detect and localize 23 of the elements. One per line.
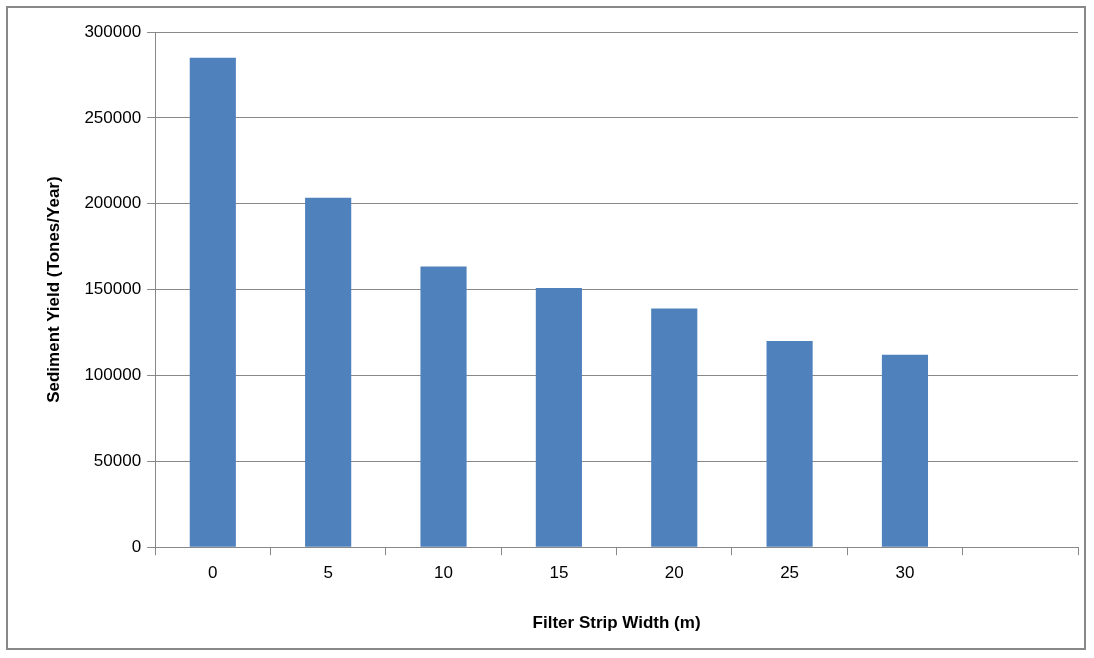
x-tick-label: 25 bbox=[780, 563, 800, 583]
x-tick-label: 30 bbox=[895, 563, 915, 583]
x-tick-label: 10 bbox=[434, 563, 453, 583]
y-tick-label: 300000 bbox=[84, 21, 142, 41]
bar bbox=[651, 308, 698, 547]
x-axis-title: Filter Strip Width (m) bbox=[532, 613, 701, 633]
bar bbox=[881, 354, 929, 547]
x-tick-label: 15 bbox=[549, 563, 569, 583]
y-tick-label: 50000 bbox=[93, 451, 142, 471]
y-tick-label: 250000 bbox=[84, 107, 142, 127]
x-tick-label: 20 bbox=[664, 563, 684, 583]
y-axis-title: Sediment Yield (Tones/Year) bbox=[43, 176, 63, 403]
bar bbox=[305, 197, 352, 547]
bar bbox=[420, 266, 467, 547]
y-tick-label: 0 bbox=[131, 536, 142, 556]
bar bbox=[535, 287, 582, 547]
bar bbox=[766, 341, 813, 547]
y-tick-label: 150000 bbox=[84, 279, 142, 299]
y-tick-label: 200000 bbox=[84, 193, 142, 213]
y-tick-label: 100000 bbox=[84, 365, 142, 385]
x-tick-label: 5 bbox=[323, 563, 333, 583]
x-tick-label: 0 bbox=[208, 563, 218, 583]
bar bbox=[189, 57, 236, 547]
